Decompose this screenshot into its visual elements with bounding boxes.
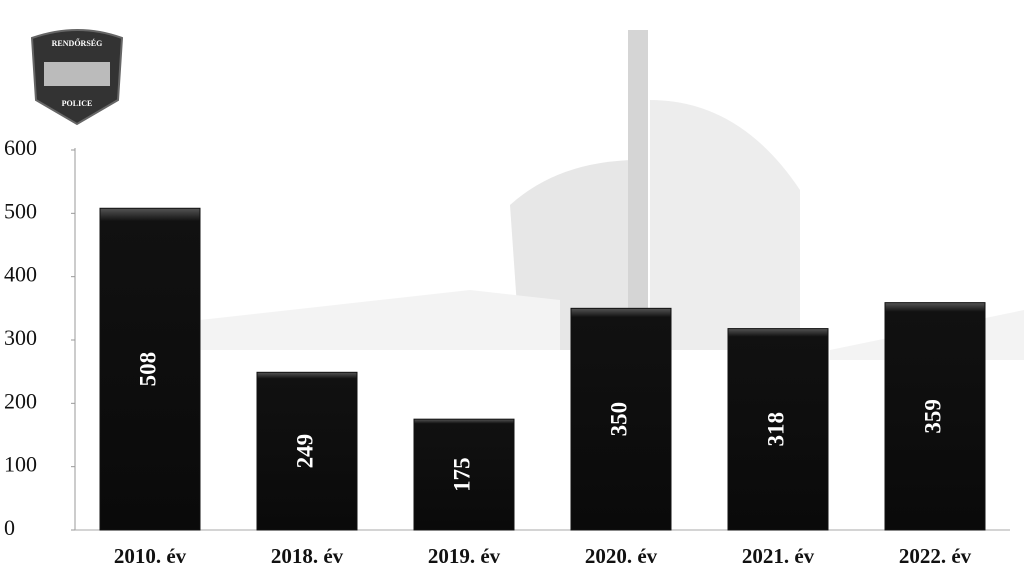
y-tick-label: 500: [4, 198, 37, 223]
y-tick-label: 400: [4, 262, 37, 287]
x-tick-label: 2018. év: [271, 544, 344, 568]
page: RENDŐRSÉG POLICE 0 100 200 300 400 500 600 2010…: [0, 0, 1024, 572]
y-tick-label: 200: [4, 388, 37, 413]
x-tick-label: 2019. év: [428, 544, 501, 568]
y-tick-label: 600: [4, 135, 37, 160]
y-tick-label: 0: [4, 515, 15, 540]
value-label: 249: [292, 434, 317, 469]
x-tick-label: 2021. év: [742, 544, 815, 568]
value-label: 175: [449, 457, 474, 492]
y-tick-label: 100: [4, 452, 37, 477]
x-tick-label: 2020. év: [585, 544, 658, 568]
badge-bottom-text: POLICE: [62, 99, 93, 108]
y-tick-label: 300: [4, 325, 37, 350]
value-label: 508: [135, 352, 160, 387]
value-label: 359: [920, 399, 945, 434]
x-tick-label: 2022. év: [899, 544, 972, 568]
badge-top-text: RENDŐRSÉG: [52, 38, 103, 48]
value-label: 350: [606, 402, 631, 437]
value-label: 318: [763, 412, 788, 447]
chart: RENDŐRSÉG POLICE 0 100 200 300 400 500 600 2010…: [0, 0, 1024, 572]
x-tick-label: 2010. év: [114, 544, 187, 568]
police-badge: RENDŐRSÉG POLICE: [32, 30, 122, 124]
